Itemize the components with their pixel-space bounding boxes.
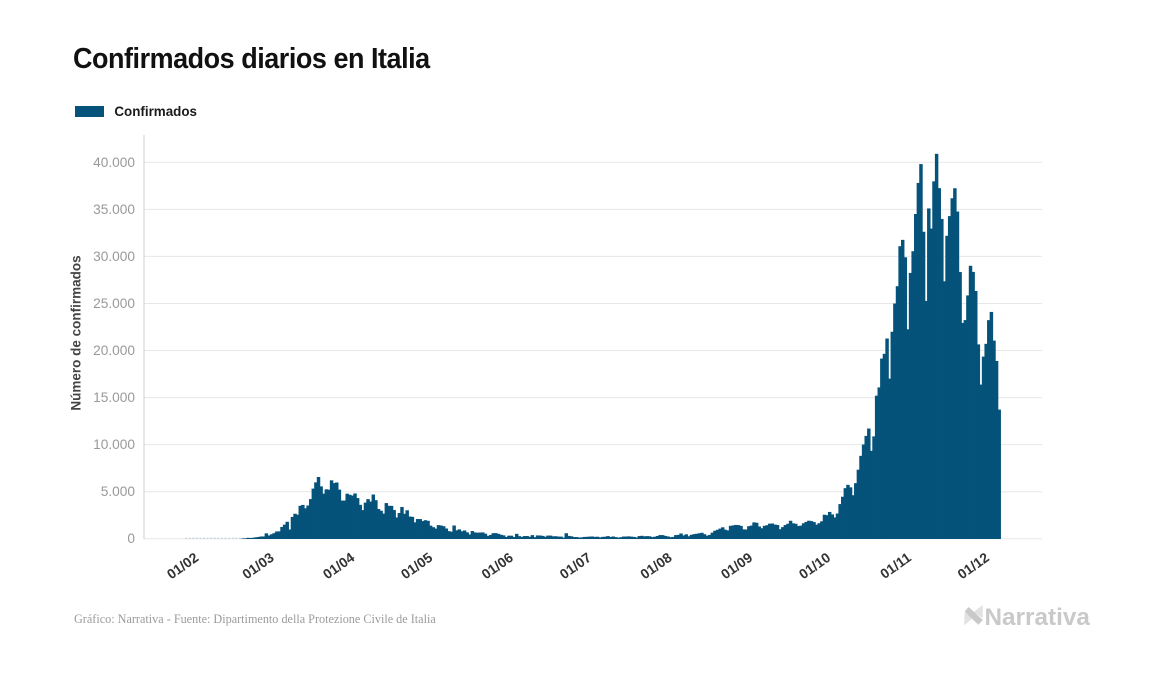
svg-text:40.000: 40.000 xyxy=(93,155,135,170)
svg-text:01/06: 01/06 xyxy=(478,549,516,582)
svg-text:5.000: 5.000 xyxy=(101,484,136,499)
svg-text:01/11: 01/11 xyxy=(877,549,914,582)
svg-text:01/09: 01/09 xyxy=(718,549,756,582)
svg-text:01/05: 01/05 xyxy=(398,549,436,582)
svg-text:01/02: 01/02 xyxy=(164,549,202,582)
svg-text:25.000: 25.000 xyxy=(93,296,135,311)
svg-text:01/04: 01/04 xyxy=(320,549,358,582)
svg-text:01/10: 01/10 xyxy=(796,549,834,582)
svg-text:35.000: 35.000 xyxy=(93,202,135,217)
svg-text:01/07: 01/07 xyxy=(556,549,594,582)
svg-text:10.000: 10.000 xyxy=(93,437,135,452)
svg-text:15.000: 15.000 xyxy=(93,390,135,405)
svg-text:30.000: 30.000 xyxy=(93,249,135,264)
svg-text:0: 0 xyxy=(127,531,135,546)
svg-text:01/08: 01/08 xyxy=(637,549,675,582)
svg-text:01/12: 01/12 xyxy=(954,549,992,582)
svg-text:01/03: 01/03 xyxy=(239,549,277,582)
svg-text:20.000: 20.000 xyxy=(93,343,135,358)
